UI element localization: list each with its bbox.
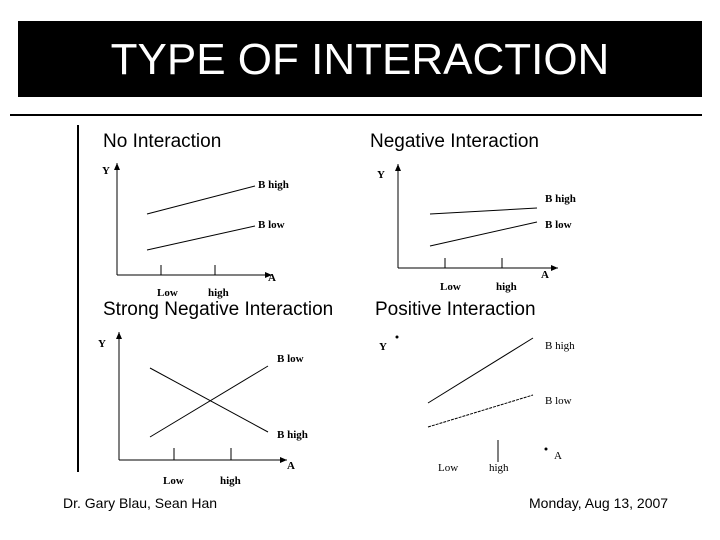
y-axis-label: Y	[377, 169, 385, 181]
x-axis-label: A	[268, 272, 276, 284]
panel-negative-interaction: Y A Low high B high B low	[377, 164, 576, 293]
line-label-bottom: B low	[545, 395, 572, 407]
x-label-high: high	[208, 287, 229, 299]
line-label-top: B high	[545, 340, 575, 352]
line-b-high	[429, 207, 538, 215]
line-b-low	[429, 221, 538, 247]
heading-no-interaction: No Interaction	[103, 131, 222, 152]
line-b-low	[427, 394, 534, 428]
line-label-bottom: B high	[277, 429, 308, 441]
y-axis-marker	[395, 335, 399, 339]
line-b-high	[427, 337, 534, 404]
x-label-high: high	[220, 475, 241, 487]
x-label-high: high	[496, 281, 517, 293]
heading-strong-negative-interaction: Strong Negative Interaction	[103, 299, 334, 320]
title-bar: TYPE OF INTERACTION	[18, 21, 702, 97]
x-axis-label: A	[554, 450, 562, 462]
panel-strong-negative-interaction: Y A Low high B low B high	[98, 332, 308, 487]
heading-negative-interaction: Negative Interaction	[370, 131, 539, 152]
y-axis-label: Y	[102, 165, 110, 177]
line-label-top: B high	[258, 179, 289, 191]
x-label-low: Low	[157, 287, 178, 299]
vertical-divider	[77, 125, 79, 472]
x-label-low: Low	[163, 475, 184, 487]
horizontal-divider	[10, 114, 702, 116]
footer-date: Monday, Aug 13, 2007	[529, 495, 669, 511]
line-label-bottom: B low	[258, 219, 285, 231]
y-axis-label: Y	[379, 341, 387, 353]
line-label-bottom: B low	[545, 219, 572, 231]
slide-title: TYPE OF INTERACTION	[110, 35, 610, 84]
line-b-high	[146, 185, 256, 215]
line-b-low	[149, 365, 269, 438]
y-axis-label: Y	[98, 338, 106, 350]
line-label-top: B low	[277, 353, 304, 365]
x-axis-label: A	[541, 269, 549, 281]
line-b-low	[146, 225, 256, 251]
panel-no-interaction: Y A Low high B high B low	[102, 163, 289, 299]
heading-positive-interaction: Positive Interaction	[375, 299, 536, 320]
panel-positive-interaction: Y A Low high B high B low	[379, 335, 575, 474]
x-axis-marker	[544, 447, 548, 451]
footer-authors: Dr. Gary Blau, Sean Han	[63, 495, 218, 511]
line-b-high	[149, 367, 269, 433]
x-label-high: high	[489, 462, 509, 474]
x-label-low: Low	[440, 281, 461, 293]
line-label-top: B high	[545, 193, 576, 205]
x-label-low: Low	[438, 462, 458, 474]
x-axis-label: A	[287, 460, 295, 472]
